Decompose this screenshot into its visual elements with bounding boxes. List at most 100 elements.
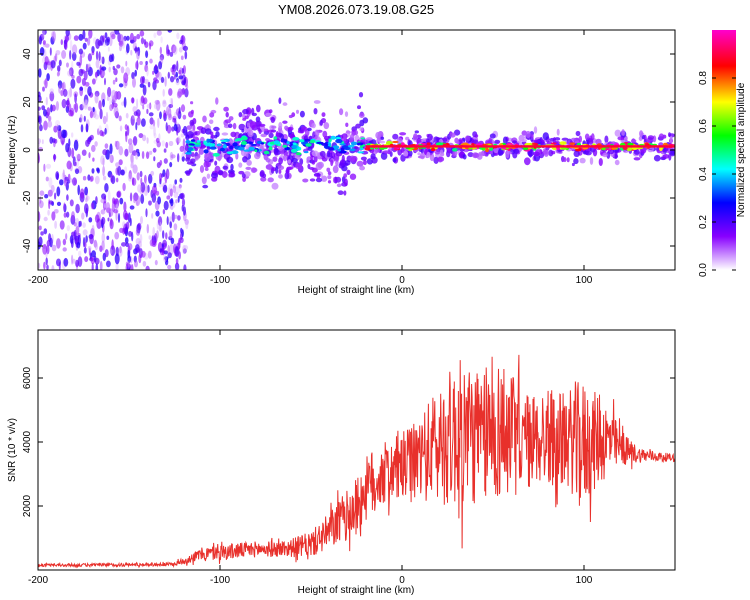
spectrogram-noise-blob	[153, 156, 156, 162]
spectrogram-band-blob	[311, 122, 316, 129]
spectrogram-noise-blob	[66, 160, 72, 170]
spectrogram-noise-blob	[56, 258, 61, 267]
spectrogram-noise-blob	[38, 115, 42, 125]
spectrogram-core-blob	[292, 137, 300, 141]
spectrogram-noise-blob	[113, 105, 119, 117]
spectrogram-noise-blob	[58, 59, 62, 67]
spectrogram-noise-blob	[65, 211, 70, 218]
spectrogram-band-blob	[604, 135, 609, 144]
spectrogram-band-blob	[662, 154, 670, 159]
spectrogram-band-blob	[210, 134, 215, 139]
spectrogram-noise-blob	[94, 214, 100, 223]
spectrogram-noise-blob	[115, 77, 118, 82]
spectrogram-noise-blob	[90, 256, 95, 265]
spectrogram-noise-blob	[49, 47, 52, 56]
spectrogram-noise-blob	[49, 88, 54, 94]
spectrogram-noise-blob	[174, 179, 177, 185]
spectrogram-noise-blob	[164, 76, 167, 87]
spectrogram-noise-blob	[90, 175, 94, 182]
spectrogram-noise-blob	[145, 60, 148, 66]
spectrogram-band-blob	[204, 153, 211, 162]
spectrogram-noise-blob	[49, 237, 53, 248]
spectrogram-band-blob	[238, 170, 245, 175]
spectrogram-band-blob	[270, 117, 275, 123]
spectrogram-band-blob	[380, 152, 388, 160]
spectrogram-core-blob	[209, 146, 217, 150]
spectrogram-band-blob	[306, 159, 310, 164]
spectrogram-noise-blob	[145, 151, 150, 159]
spectrogram-noise-blob	[125, 131, 128, 143]
snr-y-tick-label: 6000	[22, 366, 33, 389]
spectrogram-band-blob	[327, 180, 332, 184]
spectrogram-band-blob	[494, 139, 501, 144]
spectrogram-noise-blob	[147, 81, 151, 88]
spectrogram-noise-blob	[43, 216, 48, 222]
spectrogram-noise-blob	[154, 64, 158, 72]
spectrogram-noise-blob	[149, 239, 154, 247]
spectrogram-noise-blob	[147, 184, 150, 193]
spectrogram-noise-blob	[89, 234, 94, 245]
spectrogram-noise-blob	[109, 218, 113, 227]
spectrogram-noise-blob	[130, 264, 134, 270]
spectrogram-noise-blob	[65, 233, 68, 240]
spectrogram-band-blob	[272, 156, 278, 162]
spectrogram-band-blob	[563, 157, 567, 163]
spectrogram-band-blob	[327, 171, 332, 176]
spectrogram-noise-blob	[141, 151, 145, 159]
colorbar-ticks: 0.0 0.2 0.4 0.6 0.8	[698, 71, 736, 277]
spectrogram-noise-blob	[82, 175, 87, 181]
spectrogram-noise-blob	[165, 141, 169, 149]
spectrogram-noise-blob	[138, 133, 144, 139]
spectrogram-noise-blob	[124, 166, 128, 174]
spectrogram-core-blob	[335, 139, 343, 144]
spectrogram-noise-blob	[113, 209, 119, 214]
spectrogram-noise-blob	[158, 225, 162, 232]
spectrogram-noise-blob	[135, 237, 141, 245]
spectrogram-noise-blob	[144, 64, 149, 72]
spectrogram-noise-blob	[48, 115, 52, 122]
spectrogram-band-blob	[614, 151, 618, 159]
spectrogram-noise-blob	[69, 199, 74, 207]
spectrogram-core-blob	[185, 152, 192, 155]
spectrogram-band-blob	[283, 154, 288, 162]
spectrogram-noise-blob	[107, 217, 110, 222]
spectrogram-band-blob	[315, 177, 323, 183]
spectrogram-noise-blob	[162, 230, 165, 239]
spectrogram-band-blob	[265, 138, 271, 142]
spectrogram-band-blob	[639, 130, 644, 138]
colorbar-tick-label: 0.0	[698, 263, 709, 277]
spectrogram-noise-blob	[149, 58, 153, 64]
spectrogram-noise-blob	[165, 168, 170, 180]
spectrogram-core-blob	[273, 140, 280, 145]
snr-frame	[37, 329, 676, 571]
spectrogram-band-blob	[589, 135, 593, 143]
spectrogram-noise-blob	[117, 213, 121, 223]
spectrogram-band-blob	[345, 130, 351, 134]
spectrogram-noise-blob	[116, 191, 121, 198]
spectrogram-band-blob	[585, 150, 592, 156]
spectrogram-noise-blob	[145, 50, 149, 58]
spectrogram-band-blob	[419, 152, 426, 160]
spectrogram-noise-blob	[78, 33, 84, 41]
spectrogram-noise-blob	[154, 99, 160, 105]
spectrogram-band-blob	[259, 171, 265, 178]
spectrogram-band-blob	[242, 117, 247, 121]
spectrogram-noise-blob	[181, 80, 186, 86]
spectrogram-band-blob	[214, 160, 218, 166]
spectrogram-noise-blob	[38, 68, 42, 78]
spectrogram-noise-blob	[95, 263, 99, 270]
spectrogram-noise-blob	[77, 184, 80, 196]
spectrogram-noise-blob	[88, 247, 91, 256]
spectrogram-noise-blob	[51, 244, 57, 252]
snr-x-axis-label: Height of straight line (km)	[298, 585, 415, 596]
spectrogram-core-blob	[206, 138, 210, 143]
spectrogram-band-blob	[185, 134, 190, 141]
spectrogram-noise-blob	[44, 43, 50, 48]
spectrogram-noise-blob	[94, 141, 98, 147]
spectrogram-noise-blob	[97, 128, 100, 136]
spectrogram-band-blob	[571, 162, 575, 167]
spectrogram-band-blob	[221, 132, 229, 136]
spectrogram-band-blob	[332, 165, 339, 174]
spectrogram-noise-blob	[169, 98, 173, 104]
spectrogram-noise-blob	[170, 237, 175, 245]
